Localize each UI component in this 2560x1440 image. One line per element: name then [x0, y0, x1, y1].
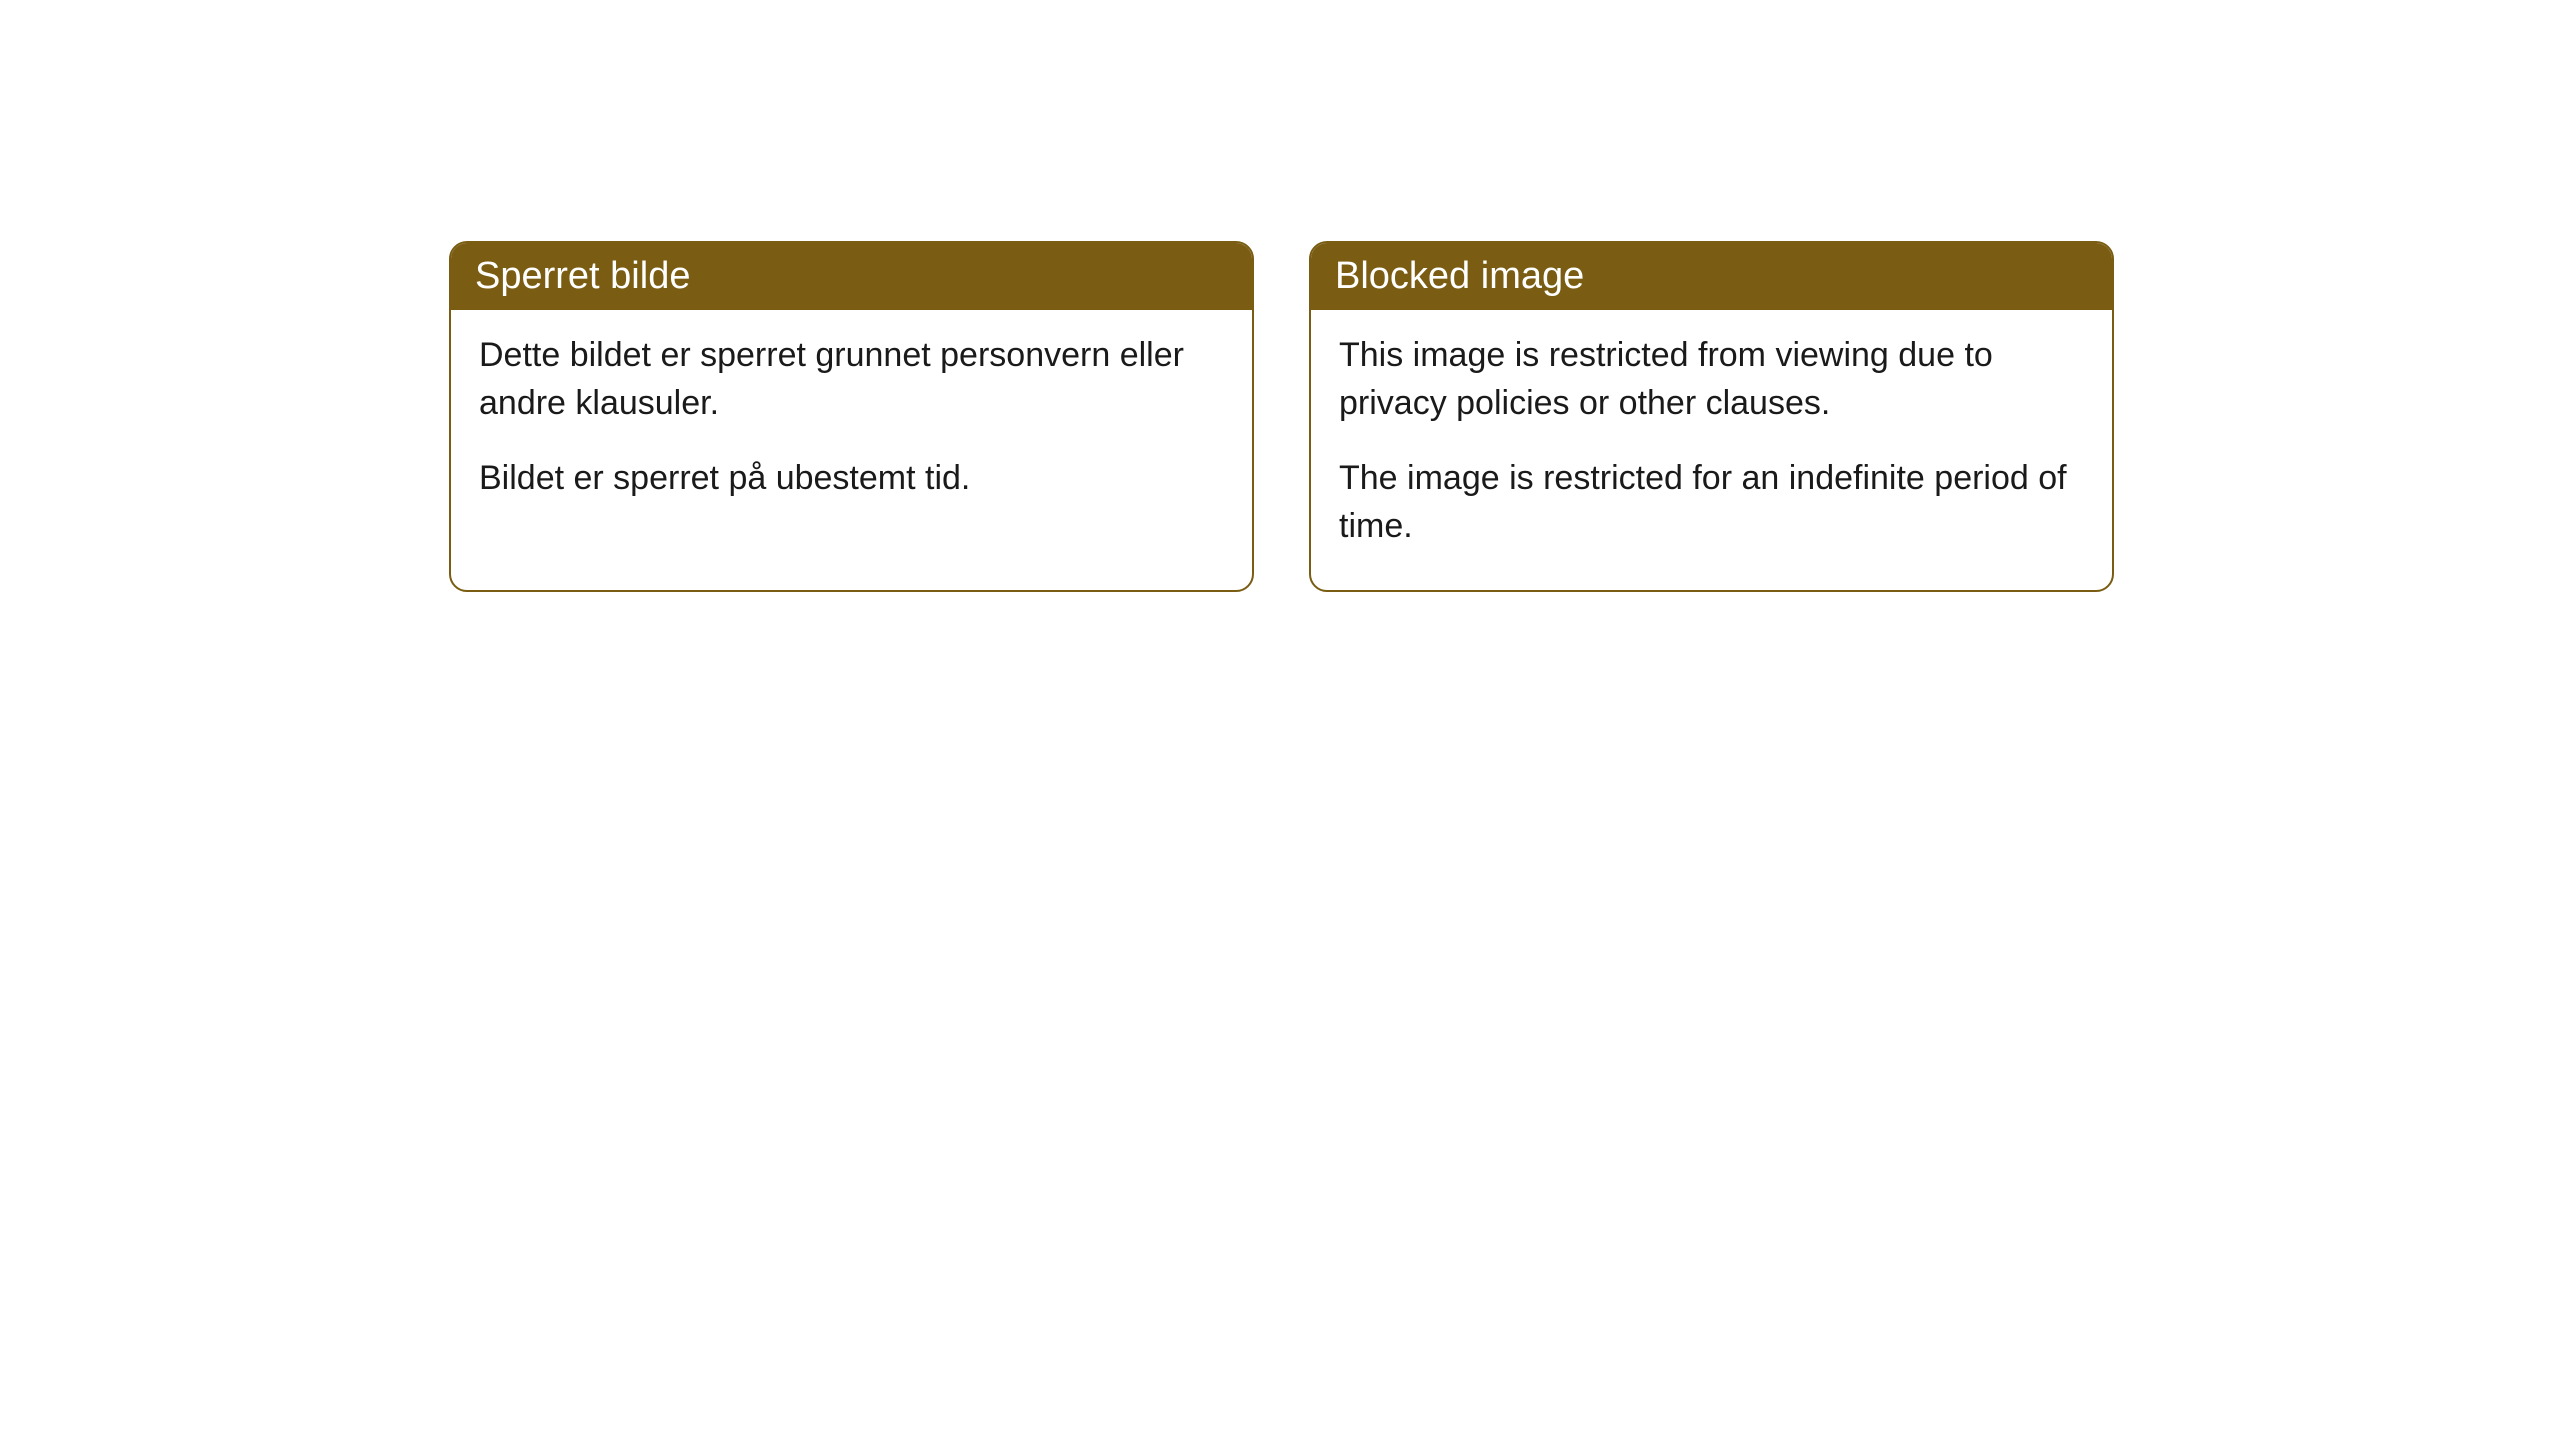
- card-body-norwegian: Dette bildet er sperret grunnet personve…: [451, 310, 1252, 543]
- blocked-image-card-english: Blocked image This image is restricted f…: [1309, 241, 2114, 592]
- card-header-english: Blocked image: [1311, 243, 2112, 310]
- card-header-norwegian: Sperret bilde: [451, 243, 1252, 310]
- card-paragraph-2-norwegian: Bildet er sperret på ubestemt tid.: [479, 455, 1224, 503]
- blocked-image-card-norwegian: Sperret bilde Dette bildet er sperret gr…: [449, 241, 1254, 592]
- card-title-norwegian: Sperret bilde: [475, 255, 690, 297]
- card-title-english: Blocked image: [1335, 255, 1584, 297]
- card-paragraph-1-norwegian: Dette bildet er sperret grunnet personve…: [479, 332, 1224, 427]
- card-paragraph-1-english: This image is restricted from viewing du…: [1339, 332, 2084, 427]
- card-paragraph-2-english: The image is restricted for an indefinit…: [1339, 455, 2084, 550]
- card-body-english: This image is restricted from viewing du…: [1311, 310, 2112, 590]
- cards-container: Sperret bilde Dette bildet er sperret gr…: [449, 241, 2114, 592]
